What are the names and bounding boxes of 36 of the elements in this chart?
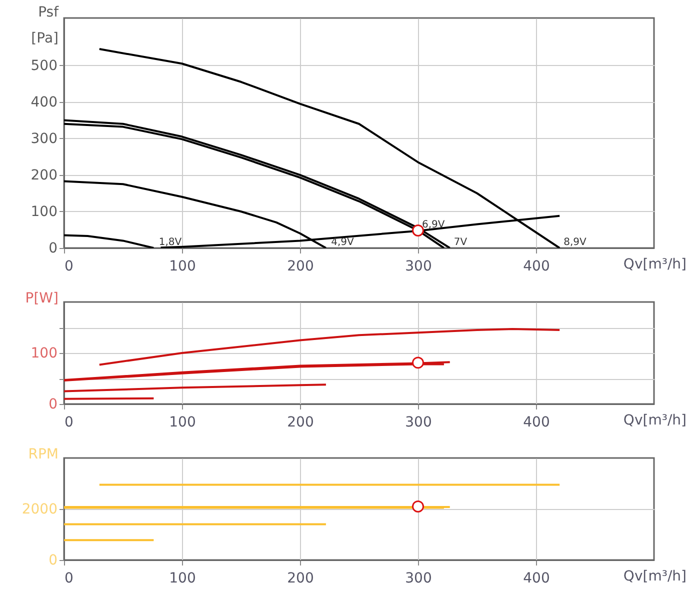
y-tick-label: 300 <box>30 130 58 147</box>
x-tick-label: 0 <box>64 570 74 586</box>
x-tick-label: 100 <box>169 570 196 586</box>
y-tick-label: 0 <box>48 240 58 256</box>
y-tick-label: 0 <box>48 396 58 412</box>
y-tick-label: 0 <box>48 552 58 568</box>
x-tick-label: 100 <box>169 414 196 430</box>
y-axis-title: P[W] <box>25 290 58 306</box>
y-tick-label: 2000 <box>22 502 58 518</box>
annotation: 4,9V <box>331 237 354 248</box>
x-tick-label: 400 <box>523 414 550 430</box>
y-tick-label: 200 <box>30 167 58 184</box>
y-tick-label: 500 <box>30 58 58 74</box>
x-tick-label: 400 <box>523 570 550 586</box>
x-tick-label: 300 <box>405 258 432 274</box>
annotation: 1,8V <box>158 237 182 248</box>
y-axis-title: Psf [Pa] <box>31 4 60 46</box>
y-axis-title: RPM <box>28 446 58 462</box>
x-axis-title: Qv[m³/h] <box>623 568 686 584</box>
annotation: 8,9V <box>564 237 587 248</box>
x-tick-label: 200 <box>287 258 314 274</box>
x-tick-label: 0 <box>64 414 74 430</box>
y-tick-label: 100 <box>30 346 58 362</box>
y-tick-label: 400 <box>30 94 58 110</box>
x-tick-label: 300 <box>405 414 432 430</box>
x-tick-label: 100 <box>169 258 196 274</box>
x-tick-label: 0 <box>64 258 74 274</box>
y-tick-label: 100 <box>30 204 58 220</box>
x-axis-title: Qv[m³/h] <box>623 256 686 272</box>
annotation: 7V <box>454 237 468 248</box>
x-tick-label: 300 <box>405 570 432 586</box>
x-tick-label: 400 <box>523 258 550 274</box>
x-axis-title: Qv[m³/h] <box>623 412 686 428</box>
x-tick-label: 200 <box>287 414 314 430</box>
annotation: 6,9V <box>422 219 445 230</box>
x-tick-label: 200 <box>287 570 314 586</box>
